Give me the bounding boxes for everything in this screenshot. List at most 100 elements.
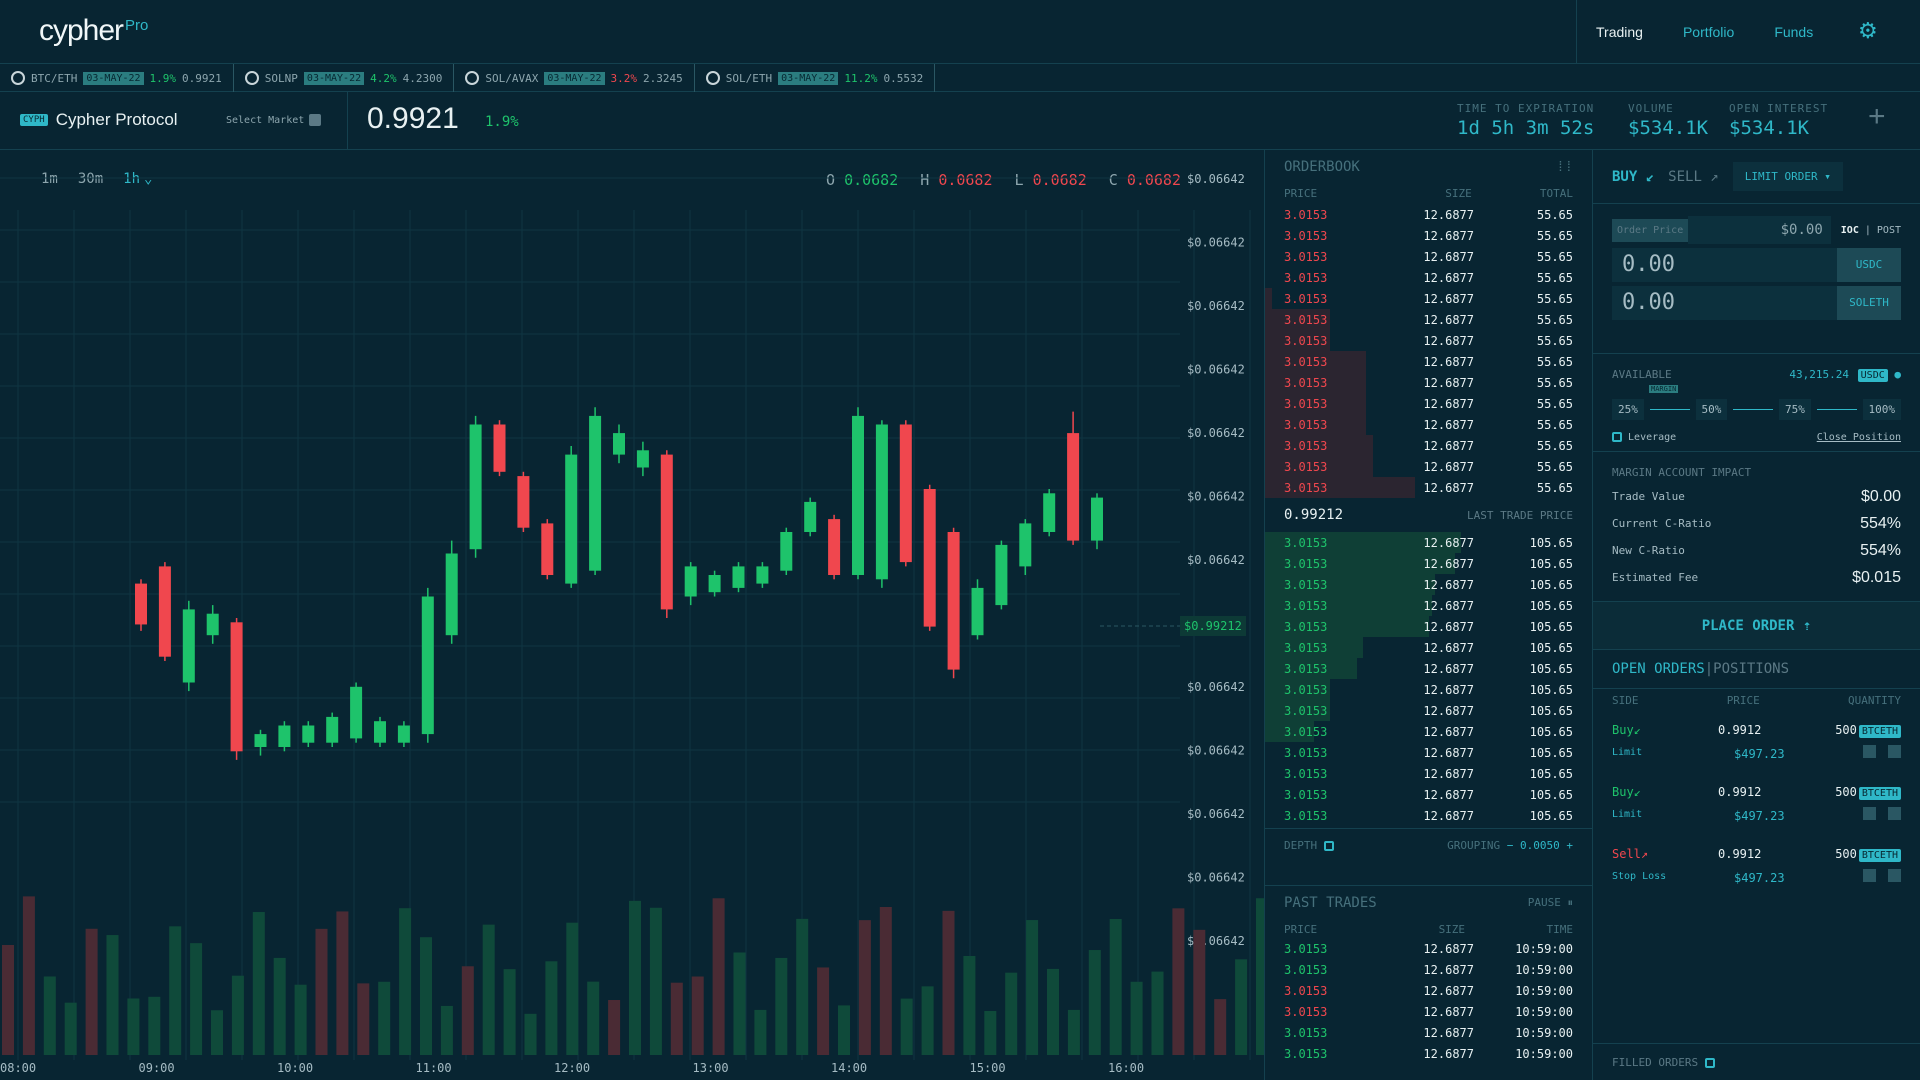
price-chart[interactable]: 1m 30m 1h ⌄ O 0.0682 H 0.0682 L 0.0682 C 0.… bbox=[0, 150, 1265, 1080]
orderbook-footer: DEPTH GROUPING − 0.0050 + bbox=[1265, 828, 1592, 862]
candle-body bbox=[565, 454, 578, 584]
bid-row[interactable]: 3.0153 12.6877 105.65 bbox=[1265, 658, 1592, 679]
percent-button[interactable]: 75% bbox=[1779, 399, 1811, 420]
pause-button[interactable]: PAUSE ⏸ bbox=[1527, 896, 1573, 909]
ticker-item[interactable]: SOL/AVAX 03-MAY-22 3.2% 2.3245 bbox=[454, 64, 695, 92]
ask-row[interactable]: 3.0153 12.6877 55.65 bbox=[1265, 477, 1592, 498]
gear-icon[interactable]: ⚙ bbox=[1858, 18, 1878, 43]
amount-soleth-input[interactable]: 0.00 SOLETH bbox=[1612, 286, 1901, 320]
close-icon[interactable] bbox=[1888, 807, 1901, 820]
depth-toggle[interactable]: DEPTH bbox=[1284, 839, 1334, 852]
tab-timeframe[interactable]: 1m bbox=[41, 171, 58, 187]
place-order-button[interactable]: PLACE ORDER ⇡ bbox=[1593, 602, 1920, 650]
order-size: 12.6877 bbox=[1423, 724, 1474, 739]
depth-bar bbox=[1265, 700, 1331, 721]
order-size: 12.6877 bbox=[1423, 535, 1474, 550]
open-order-row[interactable]: Buy↙ 0.9912 500 BTCETH Limit $497.23 bbox=[1593, 712, 1920, 774]
bid-row[interactable]: 3.0153 12.6877 105.65 bbox=[1265, 679, 1592, 700]
bid-row[interactable]: 3.0153 12.6877 105.65 bbox=[1265, 742, 1592, 763]
filled-orders-toggle[interactable]: FILLED ORDERS bbox=[1593, 1043, 1920, 1080]
ticker-item[interactable]: SOLNP 03-MAY-22 4.2% 4.2300 bbox=[234, 64, 455, 92]
nav-funds[interactable]: Funds bbox=[1774, 24, 1814, 40]
volume-bar bbox=[1109, 918, 1122, 1055]
percent-button[interactable]: 100% bbox=[1862, 399, 1901, 420]
bid-row[interactable]: 3.0153 12.6877 105.65 bbox=[1265, 805, 1592, 826]
amount-usdc-input[interactable]: 0.00 USDC bbox=[1612, 248, 1901, 282]
select-market-dropdown[interactable]: Select Market bbox=[226, 114, 322, 126]
bid-row[interactable]: 3.0153 12.6877 105.65 bbox=[1265, 553, 1592, 574]
candle-body bbox=[206, 613, 219, 636]
ask-row[interactable]: 3.0153 12.6877 55.65 bbox=[1265, 309, 1592, 330]
leverage-checkbox[interactable]: Leverage bbox=[1612, 432, 1676, 443]
bid-row[interactable]: 3.0153 12.6877 105.65 bbox=[1265, 532, 1592, 553]
market-name[interactable]: CYPH Cypher Protocol bbox=[20, 110, 178, 130]
grouping-control[interactable]: GROUPING − 0.0050 + bbox=[1447, 839, 1573, 852]
ask-row[interactable]: 3.0153 12.6877 55.65 bbox=[1265, 288, 1592, 309]
volume-bar bbox=[963, 956, 976, 1055]
app-logo[interactable]: cypher Pro bbox=[39, 14, 149, 47]
volume-bar bbox=[838, 1005, 850, 1055]
bid-row[interactable]: 3.0153 12.6877 105.65 bbox=[1265, 721, 1592, 742]
order-size: 12.6877 bbox=[1423, 459, 1474, 474]
nav-portfolio[interactable]: Portfolio bbox=[1682, 24, 1735, 40]
open-order-row[interactable]: Sell↗ 0.9912 500 BTCETH Stop Loss $497.23 bbox=[1593, 836, 1920, 898]
sell-tab[interactable]: SELL ↗ bbox=[1668, 168, 1719, 185]
ask-row[interactable]: 3.0153 12.6877 55.65 bbox=[1265, 414, 1592, 435]
ask-row[interactable]: 3.0153 12.6877 55.65 bbox=[1265, 246, 1592, 267]
volume-bar bbox=[733, 952, 746, 1055]
ask-row[interactable]: 3.0153 12.6877 55.65 bbox=[1265, 393, 1592, 414]
coin-icon bbox=[244, 71, 259, 85]
add-icon[interactable]: + bbox=[1868, 100, 1886, 133]
order-actions bbox=[1863, 807, 1901, 820]
bid-row[interactable]: 3.0153 12.6877 105.65 bbox=[1265, 784, 1592, 805]
bid-row[interactable]: 3.0153 12.6877 105.65 bbox=[1265, 616, 1592, 637]
past-trades-header: PAST TRADES PAUSE ⏸ bbox=[1284, 895, 1573, 911]
tab-timeframe[interactable]: 1h bbox=[123, 171, 141, 187]
volume-bar bbox=[169, 926, 182, 1055]
bid-row[interactable]: 3.0153 12.6877 105.65 bbox=[1265, 595, 1592, 616]
order-total: 105.65 bbox=[1529, 661, 1573, 676]
buy-tab[interactable]: BUY ↙ bbox=[1612, 168, 1655, 185]
close-position-link[interactable]: Close Position bbox=[1816, 432, 1901, 443]
trash-icon[interactable] bbox=[1863, 745, 1876, 758]
ticker-item[interactable]: SOL/ETH 03-MAY-22 11.2% 0.5532 bbox=[695, 64, 936, 92]
open-order-row[interactable]: Buy↙ 0.9912 500 BTCETH Limit $497.23 bbox=[1593, 774, 1920, 836]
ticker-item[interactable]: BTC/ETH 03-MAY-22 1.9% 0.9921 bbox=[0, 64, 234, 92]
ask-row[interactable]: 3.0153 12.6877 55.65 bbox=[1265, 267, 1592, 288]
candle-body bbox=[350, 686, 363, 739]
bid-row[interactable]: 3.0153 12.6877 105.65 bbox=[1265, 763, 1592, 784]
close-icon[interactable] bbox=[1888, 745, 1901, 758]
candle-body bbox=[135, 583, 147, 625]
ask-row[interactable]: 3.0153 12.6877 55.65 bbox=[1265, 204, 1592, 225]
volume-bar bbox=[273, 957, 286, 1055]
percent-button[interactable]: 25% bbox=[1612, 399, 1644, 420]
bid-row[interactable]: 3.0153 12.6877 105.65 bbox=[1265, 637, 1592, 658]
tab-timeframe[interactable]: 30m bbox=[77, 171, 104, 187]
trash-icon[interactable] bbox=[1863, 807, 1876, 820]
trade-row: 3.0153 12.6877 10:59:00 bbox=[1265, 1022, 1592, 1043]
volume-bar bbox=[64, 1002, 77, 1055]
tab-positions[interactable]: POSITIONS bbox=[1713, 661, 1790, 677]
ioc-post-toggle[interactable]: IOC | POST bbox=[1840, 224, 1901, 236]
tab-open-orders[interactable]: OPEN ORDERS bbox=[1612, 661, 1705, 677]
ask-row[interactable]: 3.0153 12.6877 55.65 bbox=[1265, 351, 1592, 372]
chevron-down-icon: ⌄ bbox=[144, 171, 153, 187]
ask-row[interactable]: 3.0153 12.6877 55.65 bbox=[1265, 372, 1592, 393]
order-price: 3.0153 bbox=[1284, 312, 1328, 327]
percent-slider[interactable]: 25% 50% 75% 100% MARGIN bbox=[1593, 385, 1920, 420]
order-type-dropdown[interactable]: LIMIT ORDER ▾ bbox=[1732, 162, 1843, 191]
bid-row[interactable]: 3.0153 12.6877 105.65 bbox=[1265, 700, 1592, 721]
coin-icon bbox=[11, 71, 25, 85]
bid-row[interactable]: 3.0153 12.6877 105.65 bbox=[1265, 574, 1592, 595]
ask-row[interactable]: 3.0153 12.6877 55.65 bbox=[1265, 225, 1592, 246]
ask-row[interactable]: 3.0153 12.6877 55.65 bbox=[1265, 456, 1592, 477]
percent-button[interactable]: 50% bbox=[1695, 399, 1728, 420]
order-total: 105.65 bbox=[1529, 766, 1573, 781]
order-price-input[interactable]: $0.00 bbox=[1688, 216, 1831, 244]
trash-icon[interactable] bbox=[1863, 869, 1876, 882]
close-icon[interactable] bbox=[1888, 869, 1901, 882]
drag-handle-icon[interactable]: ⁞⁞ bbox=[1556, 158, 1573, 175]
nav-trading[interactable]: Trading bbox=[1596, 24, 1643, 40]
ask-row[interactable]: 3.0153 12.6877 55.65 bbox=[1265, 330, 1592, 351]
ask-row[interactable]: 3.0153 12.6877 55.65 bbox=[1265, 435, 1592, 456]
